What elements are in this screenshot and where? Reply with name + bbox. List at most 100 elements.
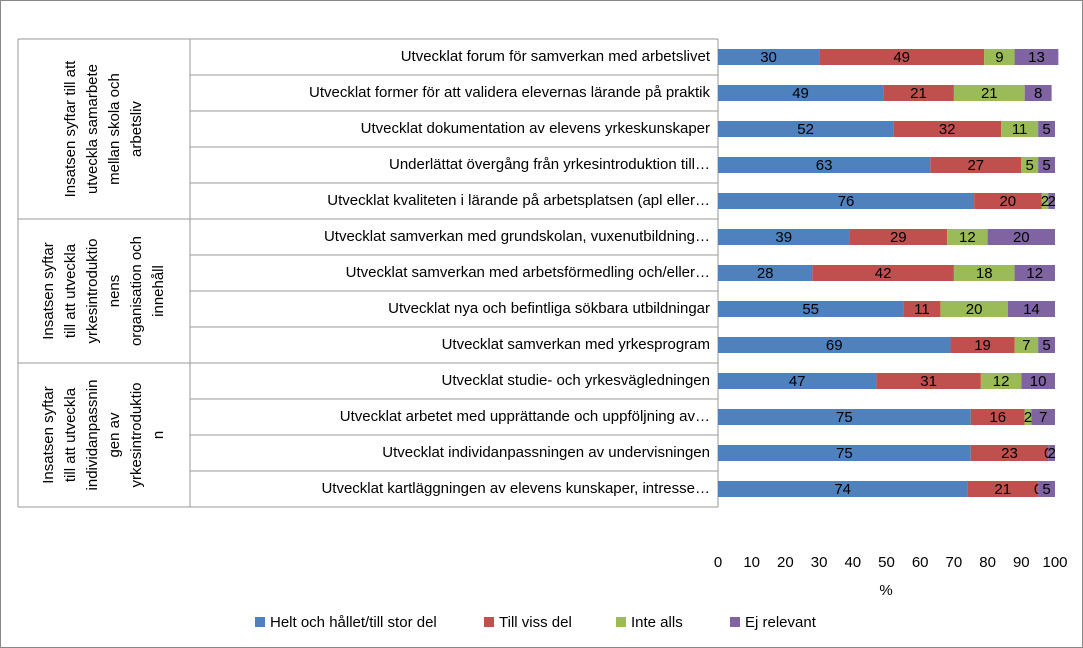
x-tick-label: 10 [743, 554, 760, 571]
group-label: Insatsen syftar [40, 242, 57, 340]
category-label: Utvecklat dokumentation av elevens yrkes… [361, 120, 710, 137]
bar-segment [1038, 121, 1055, 137]
group-label: Insatsen syftar till att [62, 60, 79, 198]
value-label: 39 [775, 229, 792, 246]
bar-segment [1038, 481, 1055, 497]
bar-segment [1014, 265, 1055, 281]
group-label: innehåll [150, 265, 167, 317]
x-tick-label: 50 [878, 554, 895, 571]
value-label: 27 [967, 157, 984, 174]
value-label: 29 [890, 229, 907, 246]
category-label: Utvecklat samverkan med grundskolan, vux… [324, 228, 710, 245]
legend-swatch [616, 617, 626, 627]
value-label: 12 [993, 373, 1010, 390]
category-label: Utvecklat samverkan med arbetsförmedling… [346, 264, 710, 281]
value-label: 2 [1047, 445, 1055, 462]
group-label: yrkesintroduktio [128, 382, 145, 487]
value-label: 21 [910, 85, 927, 102]
group-label: till att utveckla [62, 243, 79, 338]
value-label: 21 [994, 481, 1011, 498]
value-label: 49 [792, 85, 809, 102]
legend-swatch [255, 617, 265, 627]
value-label: 47 [789, 373, 806, 390]
x-tick-label: 30 [811, 554, 828, 571]
bar-segment [819, 49, 985, 65]
category-label: Utvecklat arbetet med upprättande och up… [340, 408, 710, 425]
bar-segment [718, 49, 820, 65]
bar-segment [974, 193, 1042, 209]
bar-segment [849, 229, 948, 245]
bar-segment [1031, 409, 1055, 425]
category-label: Underlättat övergång från yrkesintrodukt… [389, 156, 710, 173]
bar-segment [903, 301, 941, 317]
x-tick-label: 90 [1013, 554, 1030, 571]
bar-segment [876, 373, 981, 389]
bar-segment [1038, 337, 1055, 353]
bar-segment [947, 229, 988, 245]
bar-segment [1041, 193, 1049, 209]
x-tick-label: 20 [777, 554, 794, 571]
value-label: 2 [1047, 193, 1055, 210]
bar-segment [980, 373, 1022, 389]
bar-segment [718, 373, 877, 389]
value-label: 52 [797, 121, 814, 138]
value-label: 20 [1013, 229, 1030, 246]
bar-segment [1048, 445, 1055, 461]
bar-segment [883, 85, 954, 101]
value-label: 74 [834, 481, 851, 498]
x-tick-label: 100 [1042, 554, 1067, 571]
bar-segment [987, 229, 1055, 245]
value-label: 10 [1030, 373, 1047, 390]
bar-segment [718, 409, 971, 425]
value-label: 14 [1023, 301, 1040, 318]
value-label: 21 [981, 85, 998, 102]
bar-segment [953, 85, 1025, 101]
x-axis-title: % [879, 582, 892, 599]
group-label: arbetsliv [128, 101, 145, 157]
group-label: till att utveckla [62, 387, 79, 482]
bar-segment [718, 445, 971, 461]
value-label: 30 [760, 49, 777, 66]
value-label: 49 [893, 49, 910, 66]
value-label: 11 [914, 301, 930, 318]
legend-label: Helt och hållet/till stor del [270, 614, 437, 631]
value-label: 2 [1024, 409, 1032, 426]
bar-segment [950, 337, 1015, 353]
category-label: Utvecklat individanpassningen av undervi… [382, 444, 710, 461]
value-label: 16 [989, 409, 1006, 426]
bar-segment [984, 49, 1015, 65]
group-label: Insatsen syftar [40, 386, 57, 484]
value-label: 28 [757, 265, 774, 282]
value-label: 18 [976, 265, 993, 282]
value-label: 5 [1042, 337, 1050, 354]
legend-label: Ej relevant [745, 614, 817, 631]
bar-segment [718, 193, 975, 209]
category-label: Utvecklat nya och befintliga sökbara utb… [388, 300, 710, 317]
bar-segment [970, 409, 1025, 425]
x-tick-label: 70 [946, 554, 963, 571]
value-label: 7 [1039, 409, 1047, 426]
value-label: 5 [1042, 481, 1050, 498]
x-tick-label: 60 [912, 554, 929, 571]
value-label: 20 [999, 193, 1016, 210]
legend-swatch [484, 617, 494, 627]
value-label: 75 [836, 409, 853, 426]
value-label: 32 [939, 121, 956, 138]
bar-segment [718, 337, 951, 353]
value-label: 12 [959, 229, 976, 246]
bar-segment [1001, 121, 1039, 137]
x-tick-label: 0 [714, 554, 722, 571]
value-label: 23 [1001, 445, 1018, 462]
category-label: Utvecklat kvaliteten i lärande på arbets… [327, 192, 710, 209]
bar-segment [970, 445, 1049, 461]
bar-segment [718, 481, 968, 497]
value-label: 9 [995, 49, 1003, 66]
bar-segment [930, 157, 1022, 173]
bar-segment [718, 85, 884, 101]
bar-segment [1007, 301, 1055, 317]
value-label: 55 [802, 301, 819, 318]
group-label: utveckla samarbete [84, 64, 101, 194]
value-label: 12 [1026, 265, 1043, 282]
